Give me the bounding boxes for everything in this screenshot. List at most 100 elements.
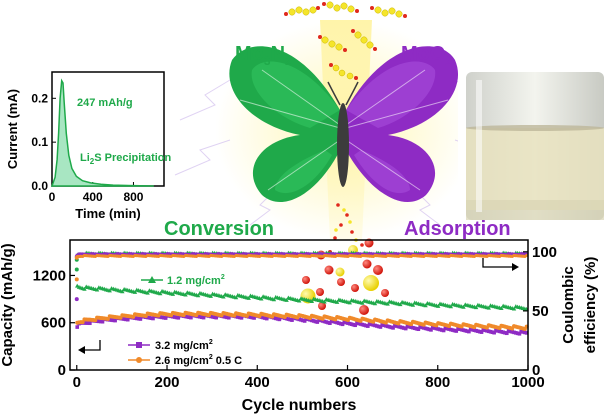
efficiency-point [292,252,296,256]
main-right-tick-label: 100 [532,244,557,261]
capacity-point [208,314,213,319]
capacity-point [504,331,509,336]
capacity-point [324,320,329,324]
main-right-axis-title-line2: efficiency (%) [582,257,599,354]
inset-x-tick-label: 400 [83,190,103,204]
capacity-point [375,324,379,328]
adsorption-label: Adsorption [404,218,511,240]
capacity-point [441,328,446,333]
main-x-tick-label: 800 [425,374,450,391]
capacity-point [284,297,289,302]
capacity-point [109,318,114,322]
efficiency-point [140,252,144,256]
capacity-point [494,328,498,333]
capacity-point [394,324,399,328]
main-x-tick-label: 0 [73,374,81,391]
efficiency-point [119,252,123,256]
capacity-point [250,315,255,320]
main-left-tick-label: 1200 [33,267,66,284]
capacity-point [97,319,101,324]
efficiency-point [230,252,234,256]
capacity-point [461,304,466,309]
capacity-point [503,330,507,335]
capacity-point [465,329,469,333]
capacity-point [319,318,323,323]
polysulfide-chains [284,1,407,80]
capacity-point [456,326,460,331]
efficiency-point [418,252,422,256]
inset-y-tick-label: 0.1 [31,135,48,149]
capacity-point [485,328,489,333]
efficiency-point [256,252,260,256]
efficiency-point [268,252,272,256]
capacity-point [277,317,282,322]
main-x-tick-label: 1000 [511,374,544,391]
capacity-point [346,321,350,325]
capacity-point [427,327,431,332]
capacity-point [515,331,520,336]
capacity-point [495,329,500,333]
efficiency-point [267,252,271,256]
efficiency-point [481,252,485,256]
efficiency-point [216,252,220,256]
capacity-point [275,317,280,321]
efficiency-point [229,252,233,256]
capacity-point [329,319,334,323]
capacity-point [347,300,352,305]
capacity-point [74,277,79,282]
capacity-point [450,328,455,332]
capacity-point [488,329,493,334]
efficiency-point [317,252,321,256]
capacity-point [272,316,276,320]
efficiency-point [281,252,285,256]
efficiency-point [521,252,525,256]
capacity-point [208,293,213,298]
main-right-tick-label: 50 [532,303,549,320]
efficiency-point [180,252,184,256]
capacity-point [430,325,435,330]
capacity-point [523,330,527,335]
capacity-point [284,316,289,321]
capacity-point [337,321,341,325]
capacity-point [326,320,330,325]
capacity-point [158,315,163,319]
moo2-label: MoO2 [401,43,452,68]
efficiency-point [371,252,375,256]
capacity-point [176,316,181,320]
efficiency-point [90,252,94,256]
capacity-point [313,319,318,324]
capacity-point [474,328,478,333]
capacity-point [438,327,442,332]
capacity-point [124,317,128,322]
capacity-point [492,330,496,335]
capacity-point [82,286,87,291]
capacity-point [196,314,200,319]
efficiency-point [395,252,399,256]
capacity-point [302,319,307,323]
capacity-point [189,315,193,320]
capacity-point [214,315,218,320]
legend-marker-circle [136,357,142,363]
capacity-point [221,314,226,319]
efficiency-point [359,252,363,256]
capacity-point [94,287,100,292]
efficiency-point [156,252,160,256]
efficiency-point [91,252,95,256]
capacity-point [133,316,137,320]
efficiency-point [433,252,437,256]
capacity-point [201,315,206,320]
capacity-point [355,321,359,325]
efficiency-point [279,252,283,256]
efficiency-point [144,252,148,256]
capacity-point [393,323,397,328]
efficiency-point [470,252,474,256]
capacity-point [366,324,370,328]
efficiency-point [407,252,411,256]
capacity-point [183,292,188,297]
capacity-point [349,322,354,326]
inset-x-tick-label: 0 [49,190,56,204]
capacity-point [407,324,412,329]
main-x-tick-label: 400 [245,374,270,391]
capacity-point [400,325,404,330]
